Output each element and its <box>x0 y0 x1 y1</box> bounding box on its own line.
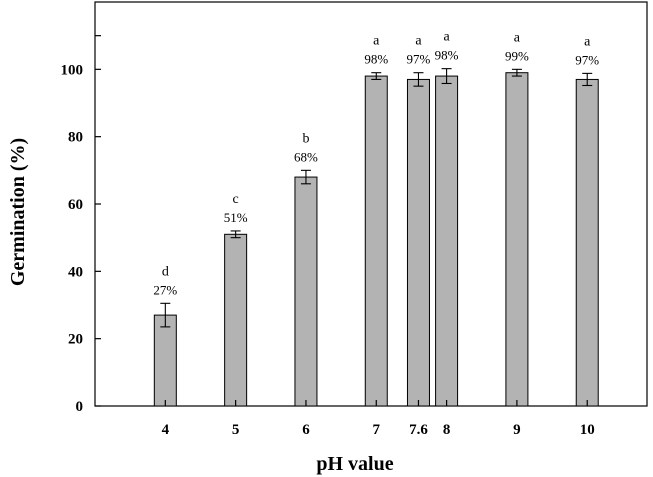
bars <box>153 72 599 407</box>
value-label: 99% <box>505 48 529 63</box>
value-label: 68% <box>294 149 318 164</box>
value-label: 98% <box>435 48 459 63</box>
significance-letter: a <box>584 34 591 49</box>
bar <box>224 233 248 407</box>
x-tick-label: 4 <box>162 422 170 438</box>
x-tick-label: 7 <box>373 422 381 438</box>
value-label: 27% <box>153 282 177 297</box>
significance-letter: a <box>415 34 422 49</box>
ticks: 0 20 40 60 80 100 4 5 6 7 7.6 8 9 10 <box>61 35 595 438</box>
significance-letter: a <box>514 30 521 45</box>
y-axis-title: Germination (%) <box>7 138 29 286</box>
significance-letter: a <box>373 34 380 49</box>
y-tick-label: 0 <box>76 399 84 415</box>
value-label: 51% <box>224 210 248 225</box>
value-label: 97% <box>407 52 431 67</box>
value-label: 97% <box>575 52 599 67</box>
bar <box>406 78 430 407</box>
y-tick-label: 40 <box>68 264 83 280</box>
significance-letter: d <box>162 264 169 279</box>
bar <box>364 75 388 407</box>
x-tick-label: 9 <box>513 422 521 438</box>
error-bars <box>160 68 593 328</box>
x-axis-title: pH value <box>316 453 393 475</box>
y-tick-label: 60 <box>68 197 83 213</box>
x-tick-label: 5 <box>232 422 240 438</box>
y-tick-label: 100 <box>61 62 84 78</box>
y-tick-label: 80 <box>68 130 83 146</box>
x-tick-label: 10 <box>580 422 595 438</box>
y-tick-label: 20 <box>68 332 83 348</box>
data-labels: 27% d 51% c 68% b 98% a 97% a 98% a 99% a 97% a <box>153 30 599 298</box>
value-label: 98% <box>364 52 388 67</box>
bar <box>294 176 318 407</box>
significance-letter: b <box>302 131 309 146</box>
bar <box>153 314 177 407</box>
bar <box>575 78 599 407</box>
x-tick-label: 7.6 <box>409 422 428 438</box>
bar <box>505 72 529 407</box>
significance-letter: a <box>443 30 450 45</box>
x-tick-label: 6 <box>302 422 310 438</box>
x-tick-label: 8 <box>443 422 451 438</box>
significance-letter: c <box>233 192 239 207</box>
bar <box>435 75 459 407</box>
